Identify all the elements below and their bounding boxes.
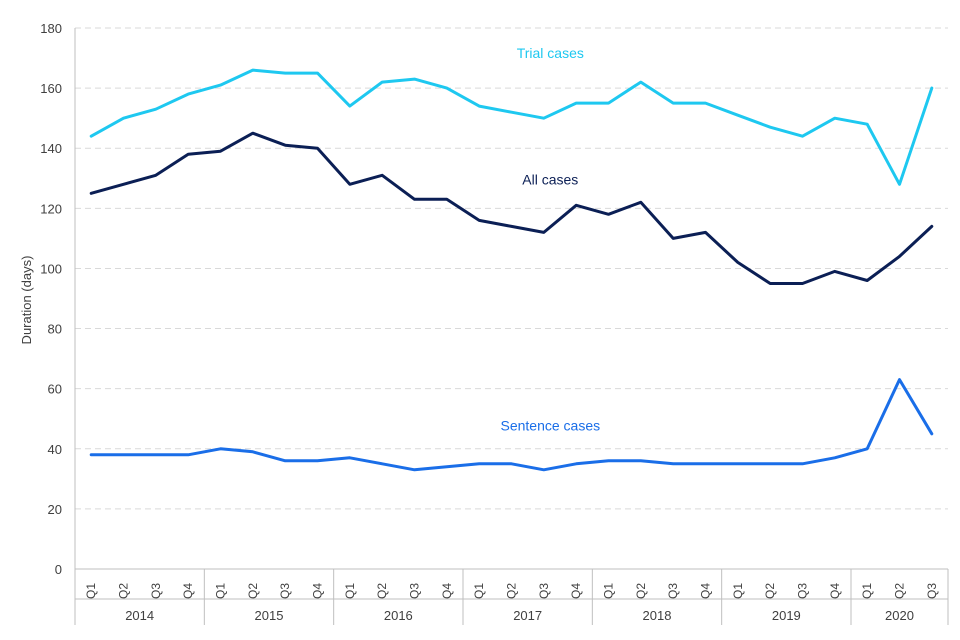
y-tick-label: 100: [40, 261, 62, 276]
x-tick-label-quarter: Q3: [796, 583, 810, 599]
x-tick-label-quarter: Q2: [505, 583, 519, 599]
y-tick-label: 0: [55, 562, 62, 577]
x-tick-label-quarter: Q1: [602, 583, 616, 599]
x-tick-label-year: 2016: [384, 608, 413, 623]
y-tick-label: 80: [48, 322, 62, 337]
x-tick-label-quarter: Q2: [763, 583, 777, 599]
x-tick-label-year: 2020: [885, 608, 914, 623]
y-tick-label: 60: [48, 382, 62, 397]
y-tick-label: 20: [48, 502, 62, 517]
series-label-sentence-cases: Sentence cases: [500, 418, 600, 434]
x-tick-label-year: 2018: [643, 608, 672, 623]
x-tick-label-quarter: Q1: [472, 583, 486, 599]
gridlines: [74, 27, 948, 569]
x-tick-label-quarter: Q1: [214, 583, 228, 599]
x-tick-label-quarter: Q1: [860, 583, 874, 599]
x-tick-label-quarter: Q4: [828, 583, 842, 599]
x-tick-label-year: 2019: [772, 608, 801, 623]
x-tick-label-quarter: Q1: [731, 583, 745, 599]
series-lines: [89, 68, 934, 472]
x-tick-label-year: 2017: [513, 608, 542, 623]
y-tick-label: 120: [40, 201, 62, 216]
x-axis: Q1 Q2 Q3 Q4 Q1 Q2 Q3 Q4 Q1 Q2 Q3 Q4 Q1 Q2 Q3 Q4 Q1 Q2 Q3 Q4…: [74, 568, 949, 625]
x-tick-label-quarter: Q1: [84, 583, 98, 599]
x-tick-label-quarter: Q2: [375, 583, 389, 599]
x-tick-label-quarter: Q3: [666, 583, 680, 599]
x-tick-label-quarter: Q2: [117, 583, 131, 599]
y-axis-tick-labels: 0 20 40 60 80 100 120 140 160 180: [40, 21, 62, 577]
series-line-sentence-cases: [89, 378, 934, 472]
x-tick-label-quarter: Q2: [634, 583, 648, 599]
x-tick-label-quarter: Q1: [343, 583, 357, 599]
x-tick-label-year: 2014: [125, 608, 154, 623]
x-tick-label-quarter: Q4: [440, 583, 454, 599]
x-tick-label-quarter: Q3: [149, 583, 163, 599]
y-tick-label: 160: [40, 81, 62, 96]
y-tick-label: 180: [40, 21, 62, 36]
x-tick-label-quarter: Q3: [408, 583, 422, 599]
x-tick-label-quarter: Q4: [699, 583, 713, 599]
x-tick-label-quarter: Q3: [537, 583, 551, 599]
series-line-all-cases: [89, 131, 934, 285]
x-tick-label-quarter: Q2: [893, 583, 907, 599]
x-tick-label-quarter: Q3: [925, 583, 939, 599]
x-tick-label-quarter: Q4: [311, 583, 325, 599]
y-axis-title: Duration (days): [19, 256, 34, 345]
y-tick-label: 140: [40, 141, 62, 156]
x-tick-label-quarter: Q4: [569, 583, 583, 599]
y-tick-label: 40: [48, 442, 62, 457]
series-line-trial-cases: [89, 68, 934, 186]
x-tick-label-quarter: Q4: [181, 583, 195, 599]
series-label-all-cases: All cases: [522, 171, 578, 187]
series-label-trial-cases: Trial cases: [517, 45, 584, 61]
x-tick-label-quarter: Q2: [246, 583, 260, 599]
series-labels: Trial cases All cases Sentence cases: [500, 45, 600, 434]
x-tick-label-quarter: Q3: [278, 583, 292, 599]
x-tick-label-year: 2015: [255, 608, 284, 623]
